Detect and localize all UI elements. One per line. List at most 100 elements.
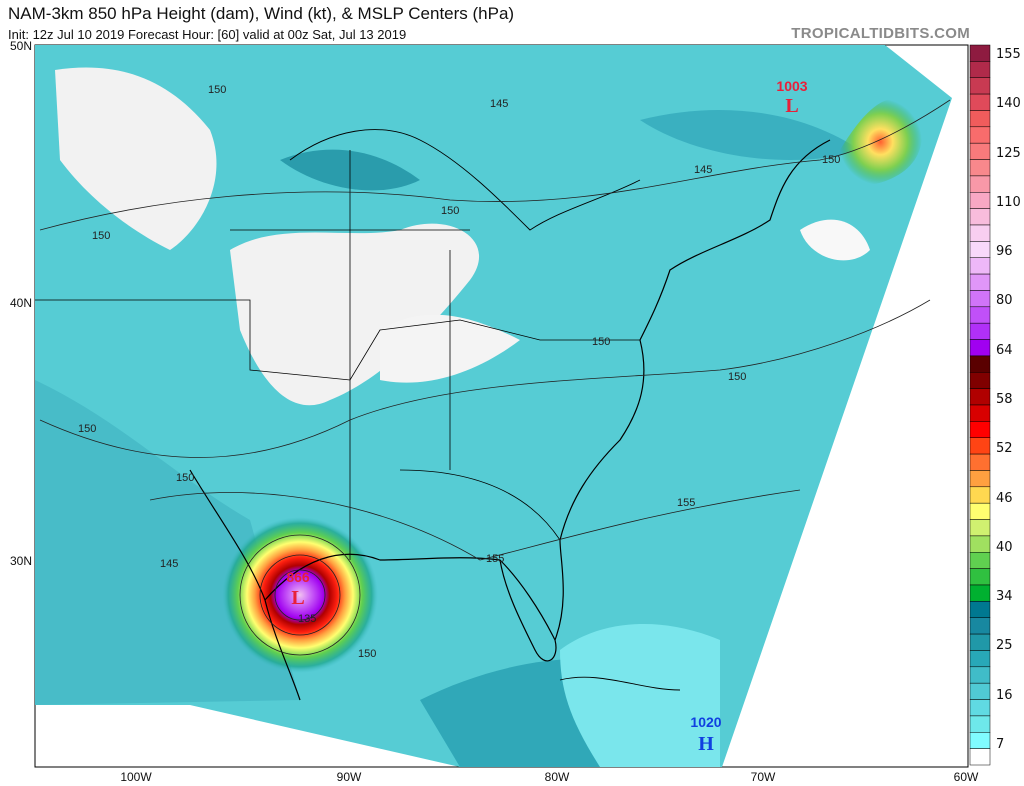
colorbar [969, 44, 991, 766]
lon-label: 90W [337, 770, 362, 784]
colorbar-swatch [969, 126, 991, 144]
brand-watermark: TROPICALTIDBITS.COM [791, 25, 970, 42]
map-title: NAM-3km 850 hPa Height (dam), Wind (kt),… [8, 4, 515, 23]
nova-scotia-wind-field [838, 98, 922, 185]
colorbar-swatch [969, 77, 991, 95]
colorbar-label: 40 [996, 539, 1013, 555]
colorbar-swatch [969, 388, 991, 406]
contour-label: 155 [677, 497, 695, 509]
colorbar-swatch [969, 650, 991, 668]
colorbar-label: 58 [996, 392, 1013, 407]
lon-label: 100W [120, 770, 152, 784]
colorbar-swatch [969, 535, 991, 553]
colorbar-label: 140 [996, 96, 1021, 112]
colorbar-swatch [969, 601, 991, 618]
colorbar-label: 16 [996, 687, 1013, 703]
pressure-value-1020: 1020 [690, 714, 721, 730]
contour-label: 150 [592, 336, 610, 348]
calm-area [55, 67, 217, 250]
contour-label: 145 [694, 164, 712, 176]
colorbar-swatch [969, 322, 991, 340]
colorbar-swatch [969, 437, 991, 455]
contour-label: 155 [486, 553, 504, 565]
colorbar-swatch [969, 241, 991, 258]
colorbar-label: 52 [996, 441, 1013, 457]
colorbar-swatch [969, 208, 991, 226]
high-marker: H [698, 733, 714, 755]
colorbar-swatch [969, 470, 991, 488]
lat-label: 30N [10, 554, 32, 568]
colorbar-swatch [969, 633, 991, 651]
colorbar-swatch [969, 502, 991, 520]
colorbar-label: 64 [996, 342, 1013, 358]
low-marker: L [291, 587, 304, 609]
lat-label: 40N [10, 296, 32, 310]
colorbar-swatch [969, 339, 991, 357]
colorbar-label: 34 [996, 589, 1013, 605]
colorbar-swatch [969, 568, 991, 586]
colorbar-swatch [969, 372, 991, 389]
colorbar-swatch [969, 273, 991, 291]
colorbar-swatch [969, 552, 991, 569]
colorbar-swatch [969, 584, 991, 602]
lon-label: 80W [545, 770, 570, 784]
contour-label: 150 [92, 230, 110, 242]
height-contours [39, 99, 951, 656]
colorbar-swatch [969, 61, 991, 78]
hurricane-wind-field [222, 517, 378, 673]
contour-label: 135 [298, 613, 316, 625]
colorbar-label: 155 [996, 47, 1021, 62]
colorbar-swatch [969, 519, 991, 537]
colorbar-swatch [969, 93, 991, 111]
colorbar-swatch [969, 732, 991, 749]
lat-label: 50N [10, 39, 32, 53]
colorbar-swatch [969, 682, 991, 700]
colorbar-swatch [969, 748, 991, 766]
colorbar-swatch [969, 453, 991, 471]
colorbar-label: 110 [996, 194, 1021, 210]
colorbar-swatch [969, 486, 991, 504]
calm-area [230, 223, 480, 406]
colorbar-swatch [969, 666, 991, 684]
contour-label: 150 [822, 154, 840, 166]
colorbar-label: 80 [996, 293, 1013, 309]
contour-label: 150 [358, 648, 376, 660]
contour-label: 150 [728, 371, 746, 383]
colorbar-swatch [969, 290, 991, 308]
lon-label: 60W [954, 770, 979, 784]
colorbar-label: 7 [996, 737, 1005, 752]
colorbar-swatch [969, 699, 991, 717]
pressure-value-1003: 1003 [776, 78, 807, 94]
colorbar-swatch [969, 404, 991, 422]
lon-label: 70W [751, 770, 776, 784]
contour-label: 150 [208, 84, 226, 96]
wind-field [35, 45, 952, 767]
contour-label: 150 [78, 423, 96, 435]
colorbar-swatch [969, 355, 991, 373]
colorbar-swatch [969, 110, 991, 128]
contour-label: 145 [490, 98, 508, 110]
colorbar-swatch [969, 306, 991, 324]
colorbar-swatch [969, 257, 991, 275]
colorbar-swatch [969, 224, 991, 242]
map-subtitle: Init: 12z Jul 10 2019 Forecast Hour: [60… [8, 27, 407, 42]
colorbar-swatch [969, 44, 991, 62]
coastlines [35, 129, 831, 701]
colorbar-swatch [969, 715, 991, 733]
pressure-value-866: 866 [286, 569, 310, 585]
colorbar-swatch [969, 175, 991, 193]
colorbar-swatch [969, 159, 991, 177]
colorbar-swatch [969, 421, 991, 438]
colorbar-swatch [969, 617, 991, 635]
low-marker: L [785, 95, 798, 117]
contour-label: 145 [160, 558, 178, 570]
colorbar-label: 96 [996, 244, 1013, 260]
contour-label: 150 [441, 205, 459, 217]
colorbar-label: 125 [996, 145, 1021, 161]
colorbar-swatch [969, 142, 991, 160]
contour-label: 150 [176, 472, 194, 484]
colorbar-label: 46 [996, 490, 1013, 506]
colorbar-label: 25 [996, 638, 1013, 654]
colorbar-swatch [969, 192, 991, 209]
